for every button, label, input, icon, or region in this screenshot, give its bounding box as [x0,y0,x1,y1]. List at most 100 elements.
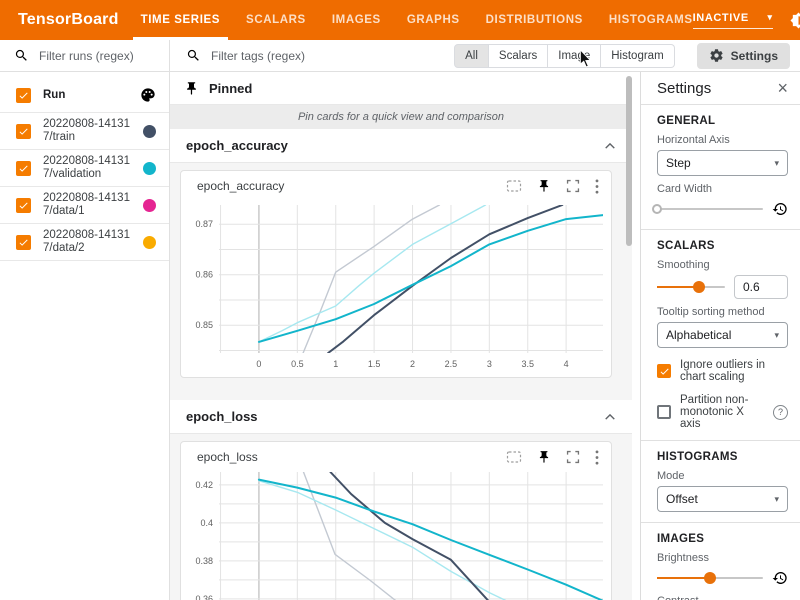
run-row[interactable]: 20220808-141317/data/2 [0,224,169,261]
more-menu-icon[interactable] [595,179,599,194]
fit-to-domain-icon[interactable] [506,449,522,465]
section-heading: HISTOGRAMS [657,451,788,463]
run-color-dot[interactable] [143,162,156,175]
run-select-all-label: Run [43,89,128,102]
svg-text:2: 2 [410,359,415,369]
partition-x-axis-checkbox[interactable] [657,405,671,419]
run-row[interactable]: 20220808-141317/train [0,113,169,150]
run-checkbox[interactable] [16,235,31,250]
run-checkbox[interactable] [16,198,31,213]
run-select-all-row: Run [0,78,169,113]
chevron-up-icon[interactable] [604,413,616,421]
scrollbar-thumb[interactable] [626,76,632,246]
run-checkbox[interactable] [16,124,31,139]
fit-to-domain-icon[interactable] [506,178,522,194]
reset-icon[interactable] [772,570,788,586]
card-header: epoch_loss [181,442,611,472]
more-menu-icon[interactable] [595,450,599,465]
section-title: epoch_accuracy [186,138,288,153]
pin-icon[interactable] [537,179,551,193]
select-all-runs-checkbox[interactable] [16,88,31,103]
brightness-row [657,568,788,588]
reset-icon[interactable] [772,201,788,217]
card-actions [506,449,599,465]
tab-distributions[interactable]: DISTRIBUTIONS [486,0,583,40]
settings-section-scalars: SCALARS Smoothing Tooltip sorting method… [641,230,800,441]
scalar-card-epoch-loss: epoch_loss 0.360.380.40.42 [180,441,612,600]
run-row[interactable]: 20220808-141317/validation [0,150,169,187]
ignore-outliers-checkbox[interactable] [657,364,671,378]
sub-toolbar: AllScalarsImageHistogram Settings [0,40,800,72]
run-color-dot[interactable] [143,236,156,249]
tooltip-sort-select[interactable]: Alphabetical ▾ [657,322,788,348]
tooltip-sort-value: Alphabetical [666,328,731,342]
horizontal-axis-label: Horizontal Axis [657,134,788,146]
pinned-header: Pinned [170,72,632,105]
main-content: Pinned Pin cards for a quick view and co… [170,72,632,600]
fullscreen-icon[interactable] [566,450,580,464]
filter-scalars-button[interactable]: Scalars [489,44,548,68]
svg-text:0.42: 0.42 [195,480,213,490]
card-title: epoch_loss [197,450,258,464]
section-header-epoch-loss[interactable]: epoch_loss [170,400,632,434]
svg-text:0.85: 0.85 [195,320,213,330]
tab-images[interactable]: IMAGES [332,0,381,40]
card-width-slider[interactable] [657,208,763,210]
close-icon[interactable]: × [777,79,788,97]
filter-tags-input[interactable] [209,48,433,64]
settings-panel-header: Settings × [641,72,800,105]
brightness-icon[interactable] [790,12,800,29]
run-checkbox[interactable] [16,161,31,176]
pin-icon[interactable] [537,450,551,464]
tab-time-series[interactable]: TIME SERIES [141,0,220,40]
run-color-dot[interactable] [143,125,156,138]
run-name: 20220808-141317/data/1 [43,192,131,218]
reload-status-dropdown[interactable]: INACTIVE ▾ [693,12,773,29]
settings-button[interactable]: Settings [697,43,790,69]
chevron-up-icon[interactable] [604,142,616,150]
smoothing-label: Smoothing [657,259,788,271]
palette-icon[interactable] [140,87,156,103]
tab-histograms[interactable]: HISTOGRAMS [609,0,693,40]
run-color-dot[interactable] [143,199,156,212]
svg-text:0: 0 [256,359,261,369]
cards-area: epoch_loss 0.360.380.40.42 [170,434,632,600]
brightness-slider[interactable] [657,577,763,579]
top-bar-actions: INACTIVE ▾ ? [693,12,800,29]
chevron-down-icon: ▾ [768,12,773,23]
epoch-accuracy-chart[interactable]: 0.850.860.8700.511.522.533.54 [181,201,611,377]
filter-runs-input[interactable] [37,48,169,64]
svg-text:1: 1 [333,359,338,369]
runs-filter-bar [0,40,170,71]
horizontal-axis-select[interactable]: Step ▾ [657,150,788,176]
section-heading: SCALARS [657,240,788,252]
partition-x-axis-label: Partition non-monotonic X axis [680,394,764,430]
histogram-mode-select[interactable]: Offset ▾ [657,486,788,512]
svg-text:3: 3 [487,359,492,369]
ignore-outliers-row: Ignore outliers in chart scaling [657,359,788,383]
card-width-row [657,199,788,219]
help-icon[interactable]: ? [773,405,788,420]
ignore-outliers-label: Ignore outliers in chart scaling [680,359,788,383]
search-icon [14,48,29,63]
filter-histogram-button[interactable]: Histogram [601,44,674,68]
smoothing-slider[interactable] [657,286,725,288]
pinned-empty-hint: Pin cards for a quick view and compariso… [170,105,632,129]
search-icon [186,48,201,63]
pinned-title: Pinned [209,81,252,96]
smoothing-row [657,275,788,299]
epoch-loss-chart[interactable]: 0.360.380.40.42 [181,472,611,600]
smoothing-value-input[interactable] [734,275,788,299]
top-bar: TensorBoard TIME SERIESSCALARSIMAGESGRAP… [0,0,800,40]
section-header-epoch-accuracy[interactable]: epoch_accuracy [170,129,632,163]
tab-scalars[interactable]: SCALARS [246,0,306,40]
card-title: epoch_accuracy [197,179,284,193]
filter-all-button[interactable]: All [454,44,489,68]
settings-section-general: GENERAL Horizontal Axis Step ▾ Card Widt… [641,105,800,230]
run-row[interactable]: 20220808-141317/data/1 [0,187,169,224]
scrollbar-track [632,72,640,600]
fullscreen-icon[interactable] [566,179,580,193]
tab-graphs[interactable]: GRAPHS [407,0,460,40]
settings-panel: Settings × GENERAL Horizontal Axis Step … [640,72,800,600]
svg-text:4: 4 [564,359,569,369]
